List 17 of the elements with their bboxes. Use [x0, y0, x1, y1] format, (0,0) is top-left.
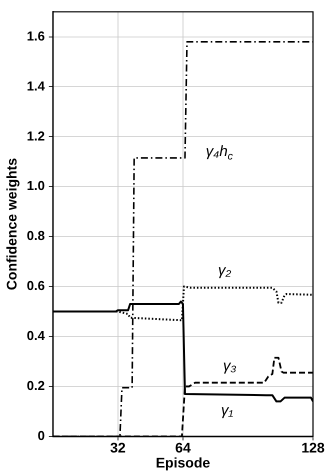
x-tick-label: 64	[175, 440, 191, 456]
y-tick-label: 0.4	[26, 328, 46, 344]
series-label: γ₁	[221, 402, 234, 420]
y-tick-label: 0.6	[26, 278, 45, 294]
y-tick-label: 0.2	[26, 378, 45, 394]
x-tick-label: 128	[301, 440, 325, 456]
y-tick-label: 0	[38, 428, 45, 443]
series-label: γ₂	[218, 262, 232, 279]
y-tick-label: 1.6	[26, 28, 45, 44]
x-tick-label: 32	[110, 440, 126, 456]
y-tick-label: 1.2	[26, 128, 45, 144]
x-axis-title: Episode	[156, 454, 210, 470]
series-label: γ₃	[223, 358, 237, 375]
y-tick-label: 1.4	[26, 78, 46, 94]
y-tick-label: 1.0	[26, 178, 45, 194]
y-tick-label: 0.8	[26, 228, 45, 244]
y-axis-title: Confidence weights	[3, 158, 20, 290]
